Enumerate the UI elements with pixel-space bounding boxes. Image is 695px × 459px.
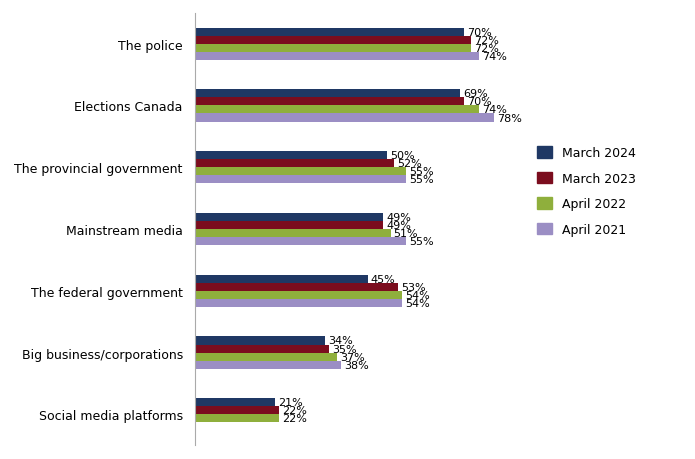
Text: 54%: 54% xyxy=(405,298,430,308)
Bar xyxy=(195,345,329,353)
Bar xyxy=(195,28,464,37)
Text: 55%: 55% xyxy=(409,236,434,246)
Bar xyxy=(195,337,325,345)
Bar xyxy=(195,237,406,246)
Text: 74%: 74% xyxy=(482,51,507,62)
Text: 72%: 72% xyxy=(475,44,499,54)
Bar xyxy=(195,45,471,53)
Text: 49%: 49% xyxy=(386,213,411,223)
Bar xyxy=(195,114,494,122)
Text: 38%: 38% xyxy=(344,360,368,370)
Bar xyxy=(195,406,279,414)
Bar xyxy=(195,275,368,283)
Bar xyxy=(195,90,460,98)
Text: 72%: 72% xyxy=(475,36,499,45)
Text: 78%: 78% xyxy=(498,113,523,123)
Bar xyxy=(195,176,406,184)
Text: 70%: 70% xyxy=(466,97,491,107)
Bar xyxy=(195,98,464,106)
Bar xyxy=(195,168,406,176)
Text: 37%: 37% xyxy=(340,352,365,362)
Bar xyxy=(195,37,471,45)
Bar xyxy=(195,53,479,61)
Text: 55%: 55% xyxy=(409,175,434,185)
Text: 74%: 74% xyxy=(482,105,507,115)
Text: 53%: 53% xyxy=(401,282,426,292)
Text: 70%: 70% xyxy=(466,28,491,38)
Text: 35%: 35% xyxy=(332,344,357,354)
Text: 55%: 55% xyxy=(409,167,434,177)
Bar xyxy=(195,152,386,160)
Bar xyxy=(195,222,383,230)
Text: 34%: 34% xyxy=(328,336,353,346)
Bar xyxy=(195,414,279,422)
Text: 21%: 21% xyxy=(279,397,303,408)
Bar xyxy=(195,398,275,406)
Text: 54%: 54% xyxy=(405,290,430,300)
Text: 69%: 69% xyxy=(463,89,488,99)
Bar xyxy=(195,291,402,299)
Bar xyxy=(195,230,391,237)
Bar xyxy=(195,353,337,361)
Bar xyxy=(195,160,395,168)
Bar xyxy=(195,283,398,291)
Text: 51%: 51% xyxy=(393,229,418,239)
Bar xyxy=(195,106,479,114)
Bar xyxy=(195,213,383,222)
Bar xyxy=(195,299,402,307)
Text: 50%: 50% xyxy=(390,151,414,161)
Bar xyxy=(195,361,341,369)
Text: 52%: 52% xyxy=(398,159,423,169)
Text: 49%: 49% xyxy=(386,220,411,230)
Text: 45%: 45% xyxy=(370,274,395,284)
Text: 22%: 22% xyxy=(282,405,307,415)
Legend: March 2024, March 2023, April 2022, April 2021: March 2024, March 2023, April 2022, Apri… xyxy=(531,141,642,243)
Text: 22%: 22% xyxy=(282,414,307,423)
